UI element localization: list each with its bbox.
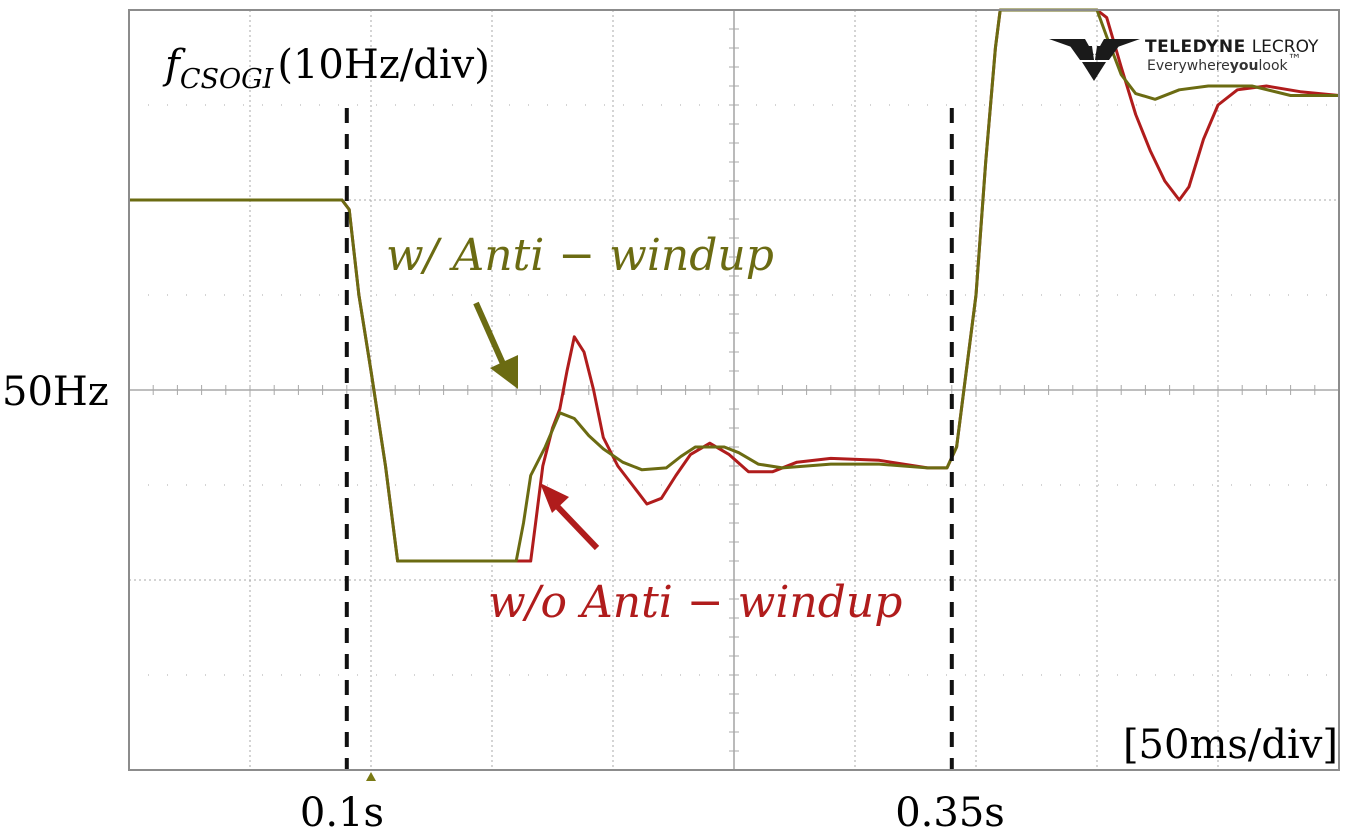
event-markers [344, 108, 954, 770]
teledyne-lecroy-logo: TELEDYNE LECROY Everywhereyoulook™ [1049, 37, 1319, 81]
annotation-without-anti-windup: w/o Anti − windup [488, 577, 902, 628]
teledyne-wing-icon [1049, 39, 1140, 81]
plot-frame [128, 9, 1340, 771]
event-label-t2: 0.35s [895, 790, 1005, 835]
trigger-marker [366, 772, 376, 781]
arrow-without-anti-windup [540, 483, 600, 551]
plot-series [129, 8, 1340, 563]
x-scale-label: [50ms/div] [1123, 722, 1338, 768]
series-line-with-anti-windup [129, 8, 1339, 563]
event-label-t1: 0.1s [300, 790, 384, 835]
plot-grid [129, 10, 1339, 770]
y-axis-title: fCSOGI (10Hz/div) [162, 42, 490, 95]
y-reference-label: 50Hz [2, 369, 109, 415]
arrow-with-anti-windup [473, 301, 518, 389]
series-line-without-anti-windup [129, 8, 1340, 563]
svg-text:Everywhereyoulook™: Everywhereyoulook™ [1147, 52, 1302, 74]
annotation-with-anti-windup: w/ Anti − windup [386, 230, 774, 281]
